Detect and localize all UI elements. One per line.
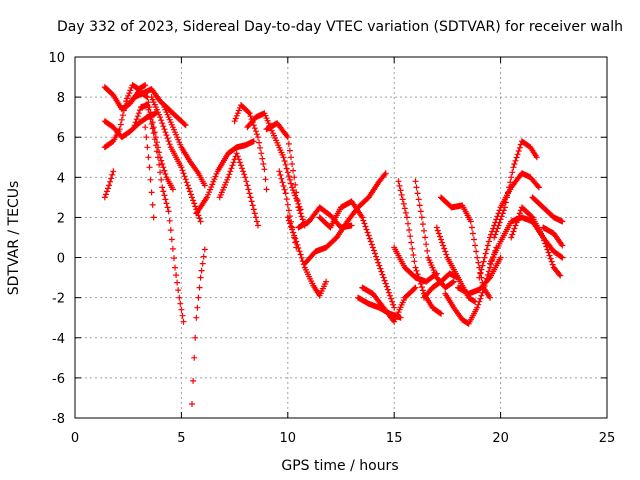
data-point-markers: [491, 138, 540, 241]
chart-title: Day 332 of 2023, Sidereal Day-to-day VTE…: [57, 19, 623, 35]
data-point-markers: [131, 102, 187, 325]
data-point-markers: [508, 204, 564, 279]
data-arc: [101, 168, 117, 201]
data-point-markers: [395, 178, 444, 317]
data-point-markers: [301, 170, 389, 267]
data-point-markers: [101, 110, 159, 141]
x-tick-label: 25: [599, 431, 616, 446]
data-arc: [301, 170, 389, 267]
data-arc: [508, 204, 564, 279]
y-tick-label: 10: [48, 51, 65, 66]
data-arc: [142, 124, 157, 221]
data-point-markers: [455, 254, 504, 297]
y-tick-label: 2: [57, 211, 65, 226]
data-point-markers: [529, 194, 566, 225]
data-point-markers: [359, 284, 419, 325]
data-arc: [395, 178, 444, 317]
data-arc: [391, 244, 440, 285]
data-arc: [161, 104, 208, 189]
data-arc: [529, 194, 566, 225]
data-arc: [101, 82, 149, 151]
y-tick-label: -4: [52, 332, 65, 347]
data-arc: [101, 110, 159, 141]
data-arc: [316, 198, 398, 311]
x-axis-label: GPS time / hours: [281, 458, 398, 474]
plot-frame: [74, 56, 608, 419]
y-axis-label: SDTVAR / TECUs: [6, 181, 22, 296]
data-point-markers: [148, 94, 204, 225]
data-point-markers: [189, 246, 208, 407]
data-points: [101, 82, 566, 407]
y-tick-label: 6: [57, 131, 65, 146]
y-tick-label: -6: [52, 372, 65, 387]
data-arc: [131, 102, 187, 325]
data-arc: [284, 214, 330, 299]
data-arc: [193, 138, 257, 217]
data-arc: [148, 94, 204, 225]
data-point-markers: [540, 224, 566, 249]
y-tick-label: 4: [57, 171, 65, 186]
x-tick-label: 20: [492, 431, 509, 446]
data-point-markers: [161, 104, 208, 189]
y-tick-label: -2: [52, 292, 65, 307]
y-tick-label: -8: [52, 412, 65, 427]
x-tick-label: 10: [280, 431, 297, 446]
x-tick-label: 15: [386, 431, 403, 446]
data-arc: [455, 254, 504, 297]
data-point-markers: [316, 198, 398, 311]
data-point-markers: [216, 150, 261, 229]
data-point-markers: [263, 120, 308, 229]
data-arc: [540, 224, 566, 249]
data-arc: [263, 120, 308, 229]
y-axis: -8 -6 -4 -2 0 2 4 6 8 10: [48, 51, 607, 427]
data-point-markers: [193, 138, 257, 217]
data-point-markers: [101, 168, 117, 201]
x-tick-label: 0: [71, 431, 79, 446]
data-arc: [189, 246, 208, 407]
x-axis: 0 5 10 15 20 25: [71, 57, 615, 446]
grid-layer: [75, 57, 607, 418]
y-tick-label: 8: [57, 91, 65, 106]
y-tick-label: 0: [57, 252, 65, 267]
data-point-markers: [101, 82, 149, 151]
data-arc: [216, 150, 261, 229]
data-point-markers: [391, 244, 440, 285]
data-point-markers: [284, 214, 330, 299]
data-arc: [359, 284, 419, 325]
data-arc: [491, 138, 540, 241]
data-point-markers: [142, 124, 157, 221]
x-tick-label: 5: [177, 431, 185, 446]
